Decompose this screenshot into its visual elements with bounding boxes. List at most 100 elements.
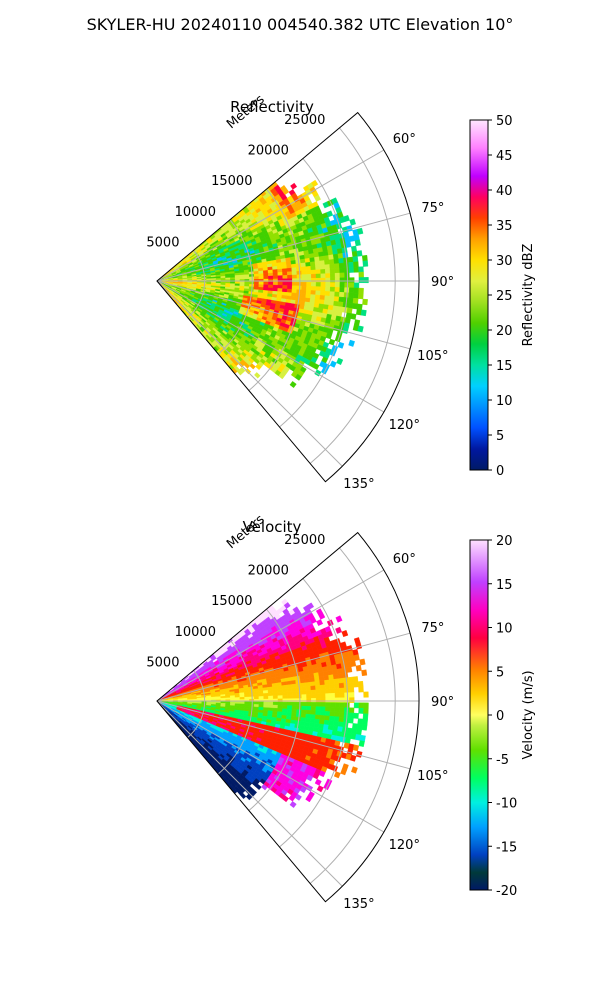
data-cell (357, 680, 364, 688)
data-cell (353, 282, 360, 289)
data-cell (333, 300, 339, 307)
data-cell (277, 695, 283, 700)
data-cell (244, 694, 250, 698)
data-cell (338, 262, 345, 269)
data-cell (314, 714, 321, 720)
data-cell (325, 277, 331, 283)
data-cell (330, 277, 336, 283)
data-cell (329, 286, 336, 293)
data-cell (352, 297, 359, 305)
data-cell (291, 683, 297, 689)
data-cell (352, 303, 358, 310)
data-cell (362, 298, 368, 306)
data-cell (253, 281, 260, 285)
data-cell (268, 281, 274, 286)
data-cell (347, 676, 354, 683)
data-cell (244, 274, 250, 278)
data-cell (310, 273, 317, 279)
data-cell (291, 274, 298, 279)
data-cell (272, 701, 279, 706)
data-cell (320, 702, 326, 708)
data-cell (305, 681, 311, 687)
data-cell (268, 284, 274, 289)
data-cell (348, 681, 354, 688)
data-cell (311, 702, 317, 707)
data-cell (324, 684, 331, 690)
data-cell (335, 615, 343, 623)
data-cell (361, 255, 368, 262)
data-cell (220, 277, 226, 281)
data-cell (272, 272, 279, 277)
data-cell (272, 695, 279, 700)
data-cell (272, 692, 279, 697)
colorbar-tick-label: 0 (496, 709, 504, 724)
velocity-panel: Velocity500010000150002000025000Meters60… (146, 512, 536, 912)
data-cell (348, 287, 355, 294)
data-cell (334, 291, 340, 298)
data-cell (263, 284, 269, 289)
data-cell (310, 286, 317, 291)
data-cell (332, 253, 339, 260)
data-cell (301, 278, 307, 283)
data-cell (239, 696, 245, 700)
colorbar-tick-label: 10 (496, 622, 513, 637)
data-cell (268, 698, 274, 703)
data-cell (305, 293, 311, 299)
data-cell (319, 680, 326, 686)
data-cell (358, 271, 364, 278)
data-cell (334, 688, 340, 694)
data-cell (239, 276, 245, 280)
data-cell (315, 286, 321, 292)
data-cell (301, 282, 307, 287)
data-cell (357, 325, 364, 333)
data-cell (347, 302, 354, 309)
data-cell (300, 266, 307, 272)
data-cell (291, 694, 298, 699)
data-cell (351, 766, 358, 774)
data-cell (324, 259, 330, 266)
data-cell (329, 360, 337, 368)
data-cell (339, 287, 345, 293)
data-cell (339, 692, 345, 699)
data-cell (339, 702, 345, 708)
data-cell (320, 282, 326, 288)
data-cell (234, 277, 241, 280)
data-cell (361, 669, 368, 677)
figure-title: SKYLER-HU 20240110 004540.382 UTC Elevat… (86, 15, 514, 34)
data-cell (289, 801, 297, 809)
colorbar (469, 119, 489, 471)
data-cell (339, 282, 345, 288)
data-cell (277, 701, 283, 706)
data-cell (282, 705, 288, 710)
data-cell (352, 723, 358, 730)
data-cell (263, 693, 269, 697)
data-cell (282, 271, 288, 276)
data-cell (330, 693, 336, 699)
data-cell (239, 281, 245, 285)
colorbar-tick-label: 15 (496, 578, 513, 593)
data-cell (258, 701, 264, 705)
colorbar (469, 539, 489, 891)
reflectivity-panel: Reflectivity500010000150002000025000Mete… (146, 92, 536, 492)
data-cell (310, 693, 317, 699)
data-cell (338, 677, 345, 684)
data-cell (263, 273, 269, 277)
data-cell (333, 296, 340, 302)
data-cell (291, 289, 298, 294)
data-cell (358, 740, 365, 748)
data-cell (309, 681, 316, 687)
data-cell (287, 278, 293, 283)
data-cell (282, 695, 288, 700)
data-cell (324, 295, 330, 301)
data-cell (324, 291, 331, 297)
data-cell (267, 269, 274, 274)
data-cell (361, 724, 368, 731)
data-cell (351, 250, 358, 258)
data-cell (334, 702, 341, 708)
data-cell (333, 771, 341, 779)
data-cell (353, 702, 360, 709)
data-cell (353, 712, 359, 719)
colorbar-tick-label: -10 (496, 797, 517, 812)
data-cell (353, 654, 360, 661)
data-cell (349, 692, 355, 698)
